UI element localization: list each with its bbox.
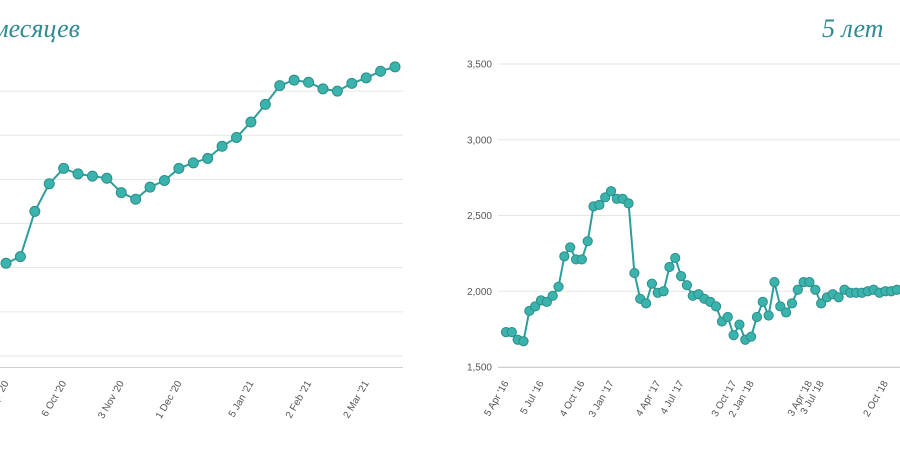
data-point[interactable] [130,193,142,205]
data-point[interactable] [547,290,558,301]
data-point[interactable] [530,301,541,312]
x-tick-label: 8 Sep '20 [0,379,12,421]
data-point[interactable] [541,296,552,307]
data-point[interactable] [506,327,517,338]
x-tick-label: 6 Oct '20 [40,379,70,419]
data-point[interactable] [833,292,844,303]
data-point[interactable] [231,131,243,143]
data-point[interactable] [576,254,587,265]
data-point[interactable] [202,152,214,164]
data-point[interactable] [681,280,693,291]
data-point[interactable] [158,174,170,186]
data-point[interactable] [346,77,358,89]
data-point[interactable] [216,140,228,152]
data-point[interactable] [640,298,652,309]
y-tick-label: 2,500 [467,211,492,222]
data-point[interactable] [303,76,315,88]
data-point[interactable] [751,311,763,323]
data-point[interactable] [187,157,199,169]
data-point[interactable] [600,192,611,203]
data-point[interactable] [746,331,757,342]
x-tick-label: 2 Mar '21 [342,379,372,421]
data-point[interactable] [810,284,821,295]
data-point[interactable] [769,277,780,288]
x-tick-label: 2 Oct '18 [862,379,892,419]
data-point[interactable] [816,298,827,309]
data-point[interactable] [646,278,657,289]
series-line [506,189,898,343]
y-tick-label: 3,000 [467,135,492,146]
data-point[interactable] [173,162,185,174]
data-point[interactable] [623,198,634,209]
chart-right: 1,500 2,000 2,500 3,000 3,500 5 Apr '16 5 Jul … [467,60,900,420]
data-point[interactable] [559,251,570,262]
data-point[interactable] [734,319,745,330]
data-point[interactable] [675,271,687,282]
data-point[interactable] [331,85,343,97]
data-point[interactable] [288,74,300,86]
data-point[interactable] [605,186,617,197]
data-point[interactable] [775,301,786,312]
y-tick-label: 1,500 [467,363,492,374]
data-point[interactable] [728,330,739,341]
data-point[interactable] [582,236,593,247]
data-point[interactable] [781,307,792,318]
data-point[interactable] [658,286,669,297]
data-point[interactable] [722,311,733,323]
data-point[interactable] [101,172,113,184]
data-point[interactable] [72,168,84,180]
data-point[interactable] [317,83,329,95]
data-point[interactable] [710,301,722,312]
data-point[interactable] [553,281,564,292]
data-point[interactable] [144,181,156,193]
data-point[interactable] [804,277,815,288]
x-tick-label: 1 Dec '20 [154,379,185,421]
data-point[interactable] [891,284,900,295]
data-point[interactable] [14,251,26,263]
data-point[interactable] [565,242,576,253]
data-point[interactable] [0,257,12,269]
x-tick-label: 3 Nov '20 [96,379,127,421]
data-point[interactable] [594,199,605,210]
x-tick-label: 5 Apr '16 [482,379,511,419]
data-point[interactable] [375,65,387,77]
data-point[interactable] [274,80,286,92]
data-point[interactable] [670,252,681,264]
data-point[interactable] [629,267,640,279]
data-point[interactable] [389,61,401,73]
x-tick-label: 2 Feb '21 [284,379,314,421]
data-point[interactable] [43,178,55,190]
data-point[interactable] [29,205,41,217]
data-point[interactable] [115,187,127,199]
x-tick-label: 3 Jan '17 [587,379,617,420]
x-tick-label: 5 Jan '21 [227,379,257,420]
x-tick-label: 4 Apr '17 [634,379,663,419]
x-tick-label: 4 Oct '16 [558,379,588,419]
data-point[interactable] [792,284,803,295]
data-point[interactable] [664,261,675,273]
chart-right-title: 5 лет [822,14,883,43]
x-tick-label: 5 Jul '16 [519,379,547,417]
y-tick-label: 2,000 [467,287,492,298]
data-point[interactable] [757,296,768,307]
data-point[interactable] [763,310,774,321]
data-point[interactable] [518,336,529,347]
data-point[interactable] [245,116,257,128]
data-point[interactable] [86,170,98,182]
y-tick-label: 3,500 [467,60,492,71]
series-line [5,65,396,265]
data-point[interactable] [259,98,271,110]
chart-left: 8 Sep '20 6 Oct '20 3 Nov '20 1 Dec '20 5 Ja… [0,61,403,421]
data-point[interactable] [58,162,70,174]
data-point[interactable] [786,298,798,309]
chart-left-title: месяцев [0,14,80,43]
data-point[interactable] [360,72,372,84]
